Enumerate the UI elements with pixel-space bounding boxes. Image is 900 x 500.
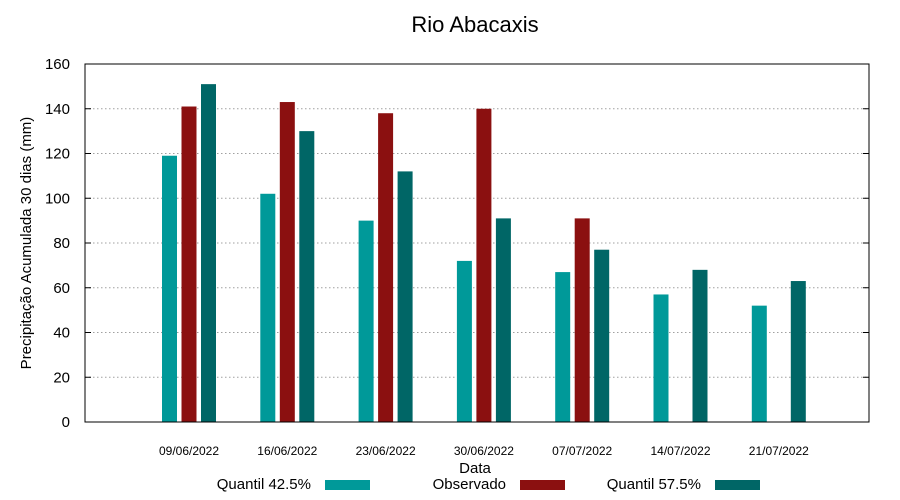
legend-swatch <box>325 480 370 490</box>
legend-label: Quantil 42.5% <box>217 476 311 493</box>
y-axis-label: Precipitação Acumulada 30 dias (mm) <box>18 117 35 370</box>
chart-title: Rio Abacaxis <box>411 12 538 37</box>
bar-observado-3 <box>476 108 492 422</box>
y-tick-label: 120 <box>45 146 70 163</box>
bar-quantil-57-5--2 <box>397 171 413 422</box>
bars <box>162 84 806 423</box>
legend-swatch <box>520 480 565 490</box>
legend-label: Quantil 57.5% <box>607 476 701 493</box>
x-tick-label: 07/07/2022 <box>552 444 612 458</box>
bar-observado-2 <box>378 113 394 422</box>
x-tick-label: 30/06/2022 <box>454 444 514 458</box>
y-tick-label: 40 <box>53 325 70 342</box>
y-tick-label: 100 <box>45 190 70 207</box>
bar-quantil-42-5--4 <box>555 272 571 422</box>
x-tick-label: 23/06/2022 <box>356 444 416 458</box>
bar-observado-1 <box>279 102 295 422</box>
bar-quantil-42-5--0 <box>162 155 177 423</box>
legend: Quantil 42.5% Observado Quantil 57.5% <box>217 476 760 493</box>
y-tick-label: 20 <box>53 369 70 386</box>
x-tick-label: 21/07/2022 <box>749 444 809 458</box>
bar-quantil-57-5--3 <box>495 218 511 422</box>
legend-swatch <box>715 480 760 490</box>
y-tick-label: 140 <box>45 101 70 118</box>
y-tick-label: 80 <box>53 235 70 252</box>
bar-observado-4 <box>574 218 590 422</box>
bar-quantil-42-5--3 <box>456 260 472 422</box>
bar-observado-0 <box>181 106 197 422</box>
bar-quantil-57-5--1 <box>299 131 315 422</box>
bar-quantil-42-5--1 <box>260 193 276 422</box>
y-axis-ticks: 0 20 40 60 80 100 120 140 160 <box>45 56 869 431</box>
y-tick-label: 160 <box>45 56 70 73</box>
x-tick-label: 14/07/2022 <box>650 444 710 458</box>
y-tick-label: 60 <box>53 280 70 297</box>
x-axis-label: Data <box>459 460 491 477</box>
x-tick-label: 09/06/2022 <box>159 444 219 458</box>
bar-quantil-42-5--5 <box>653 294 669 422</box>
x-tick-label: 16/06/2022 <box>257 444 317 458</box>
legend-label: Observado <box>433 476 506 493</box>
bar-quantil-57-5--5 <box>692 269 708 422</box>
bar-quantil-42-5--6 <box>751 305 767 422</box>
bar-quantil-57-5--0 <box>201 84 216 422</box>
bar-quantil-42-5--2 <box>358 220 374 422</box>
bar-quantil-57-5--6 <box>790 281 806 422</box>
x-axis-ticks: 09/06/2022 16/06/2022 23/06/2022 30/06/2022… <box>159 444 809 458</box>
bar-quantil-57-5--4 <box>594 249 610 422</box>
y-tick-label: 0 <box>62 414 70 431</box>
